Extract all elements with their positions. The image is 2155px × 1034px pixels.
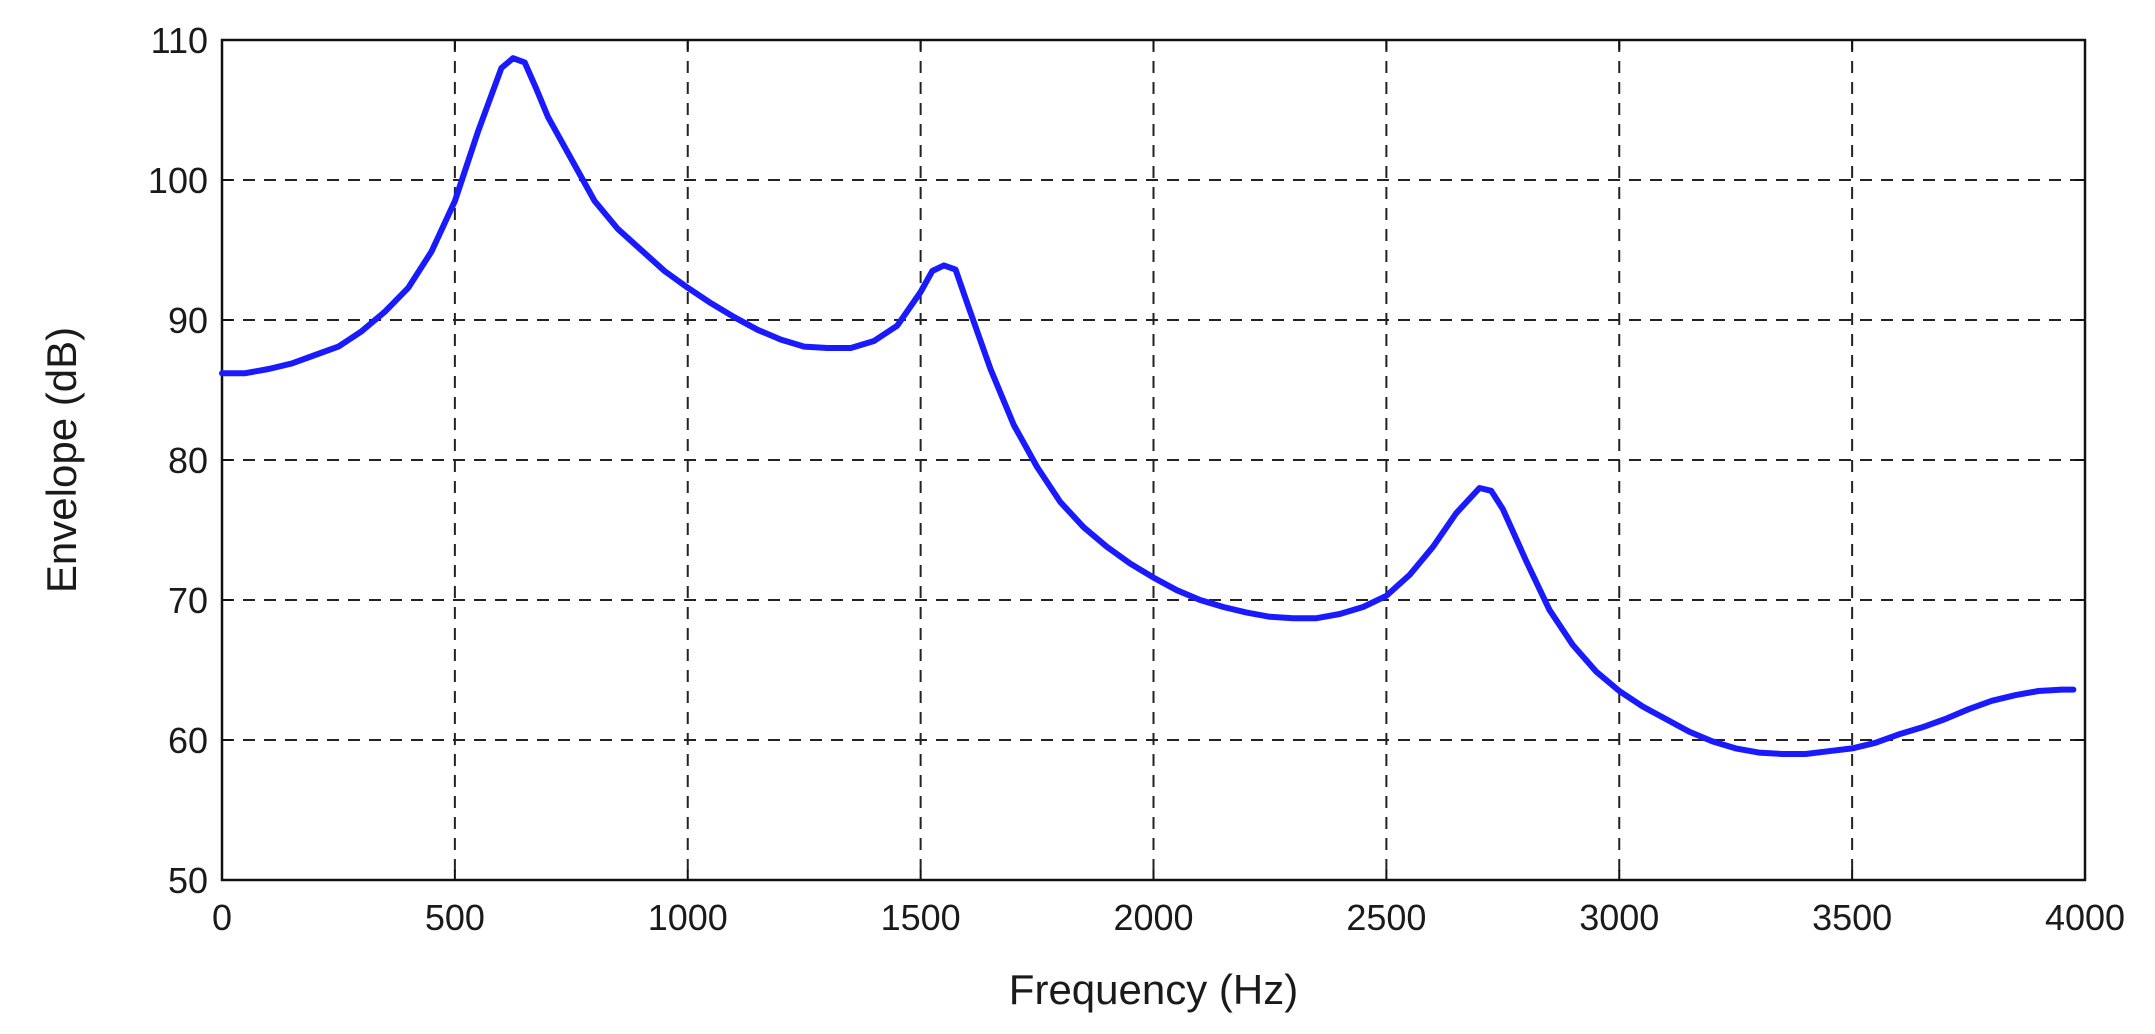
x-tick-label: 1000 xyxy=(648,897,728,938)
x-tick-label: 2000 xyxy=(1113,897,1193,938)
x-tick-label: 1500 xyxy=(881,897,961,938)
series-layer xyxy=(219,55,2077,757)
x-tick-label: 3000 xyxy=(1579,897,1659,938)
x-tick-label: 2500 xyxy=(1346,897,1426,938)
y-tick-label: 70 xyxy=(168,580,208,621)
y-tick-label: 110 xyxy=(151,20,208,61)
grid-lines xyxy=(222,40,2085,880)
x-tick-label: 3500 xyxy=(1812,897,1892,938)
envelope-series-line xyxy=(219,55,2077,757)
y-tick-label: 100 xyxy=(148,160,208,201)
x-tick-label: 0 xyxy=(212,897,232,938)
y-tick-label: 80 xyxy=(168,440,208,481)
axis-ticks: 0 500 1000 1500 2000 2500 3000 3500 4000 50 60 70 80… xyxy=(148,20,2125,938)
y-axis-title: Envelope (dB) xyxy=(38,327,85,593)
x-tick-label: 4000 xyxy=(2045,897,2125,938)
x-axis-title: Frequency (Hz) xyxy=(1009,966,1298,1013)
y-tick-label: 50 xyxy=(168,860,208,901)
y-tick-label: 60 xyxy=(168,720,208,761)
y-tick-label: 90 xyxy=(168,300,208,341)
x-tick-label: 500 xyxy=(425,897,485,938)
